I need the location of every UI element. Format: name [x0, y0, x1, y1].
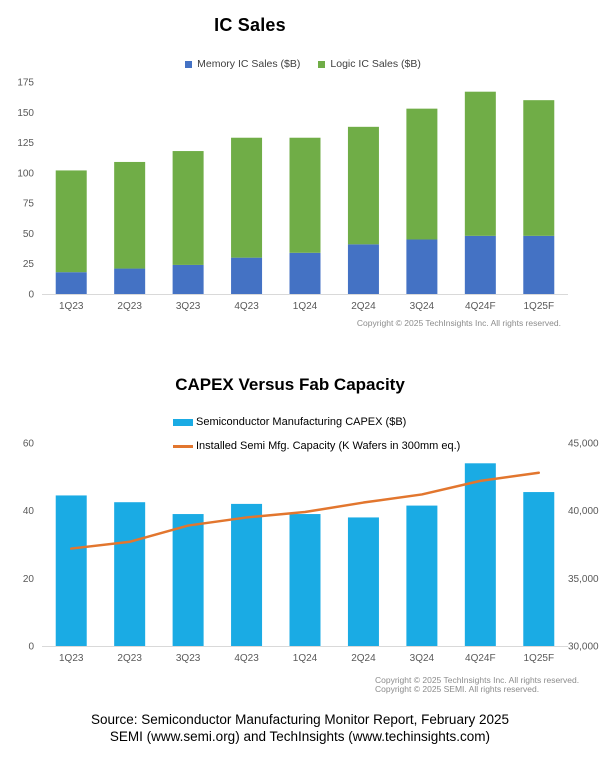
- capex-y-left-tick-label: 0: [28, 642, 34, 653]
- ic-sales-x-category-label: 3Q24: [410, 301, 435, 312]
- ic-sales-y-tick-label: 0: [28, 290, 34, 301]
- capex-y-left-tick-label: 40: [23, 506, 35, 517]
- memory-bar-segment-1q24: [289, 252, 321, 294]
- ic-sales-copyright: Copyright © 2025 TechInsights Inc. All r…: [356, 318, 561, 328]
- legend-label-capex: Semiconductor Manufacturing CAPEX ($B): [196, 416, 407, 428]
- capex-y-right-tick-label: 35,000: [568, 574, 599, 585]
- ic-sales-y-tick-label: 125: [17, 138, 34, 149]
- source-line-2: SEMI (www.semi.org) and TechInsights (ww…: [109, 729, 491, 744]
- capex-copyright: Copyright © 2025 TechInsights Inc. All r…: [375, 676, 579, 693]
- capex-y-right-tick-label: 40,000: [568, 506, 599, 517]
- logic-bar-segment-1q24: [289, 137, 321, 253]
- legend-label-capacity: Installed Semi Mfg. Capacity (K Wafers i…: [196, 440, 461, 452]
- logic-bar-segment-2q23: [114, 161, 146, 269]
- capex-bar-1q25f: [523, 492, 555, 646]
- capex-copyright-line1: Copyright © 2025 TechInsights Inc. All r…: [375, 675, 580, 685]
- capacity-line: [69, 471, 541, 550]
- logic-bar-segment-4q24f: [464, 91, 496, 236]
- capex-bar-2q24: [347, 517, 379, 646]
- logic-bar-segment-1q23: [55, 170, 87, 273]
- capex-y-left-tick-label: 20: [23, 574, 35, 585]
- legend-item-memory: Memory IC Sales ($B): [185, 58, 300, 70]
- capex-bar-3q24: [406, 505, 438, 646]
- source-note: Source: Semiconductor Manufacturing Moni…: [0, 711, 600, 745]
- capex-x-category-label: 2Q24: [351, 653, 376, 664]
- memory-bar-segment-2q24: [347, 244, 379, 294]
- legend-swatch-capacity: [173, 444, 193, 448]
- memory-bar-segment-3q23: [172, 264, 204, 294]
- capex-bar-4q23: [231, 503, 263, 646]
- capex-bar-1q24: [289, 514, 321, 646]
- logic-bar-segment-4q23: [231, 137, 263, 258]
- memory-bar-segment-1q25f: [523, 235, 555, 294]
- capex-x-category-label: 3Q23: [176, 653, 201, 664]
- ic-sales-y-tick-label: 75: [23, 199, 35, 210]
- ic-sales-y-tick-label: 175: [17, 78, 34, 89]
- ic-sales-y-tick-label: 25: [23, 259, 35, 270]
- capex-x-category-label: 4Q23: [234, 653, 259, 664]
- capex-x-category-label: 4Q24F: [465, 653, 496, 664]
- ic-sales-x-category-label: 1Q23: [59, 301, 84, 312]
- capex-bar-3q23: [172, 514, 204, 646]
- memory-bar-segment-3q24: [406, 239, 438, 294]
- ic-sales-x-category-label: 1Q24: [293, 301, 318, 312]
- memory-bar-segment-4q23: [231, 257, 263, 294]
- ic-sales-y-tick-label: 50: [23, 229, 35, 240]
- capex-x-category-label: 1Q25F: [523, 653, 554, 664]
- capex-y-left-tick-label: 60: [23, 439, 35, 450]
- capex-copyright-line2: Copyright © 2025 SEMI. All rights reserv…: [375, 683, 540, 694]
- ic-sales-x-category-label: 4Q24F: [465, 301, 496, 312]
- ic-sales-legend: Memory IC Sales ($B) Logic IC Sales ($B): [0, 58, 600, 70]
- capex-legend: Semiconductor Manufacturing CAPEX ($B) In…: [173, 416, 460, 464]
- capex-y-right-tick-label: 45,000: [568, 439, 599, 450]
- capex-title: CAPEX Versus Fab Capacity: [175, 375, 405, 394]
- source-line-1: Source: Semiconductor Manufacturing Moni…: [91, 712, 509, 727]
- logic-bar-segment-2q24: [347, 126, 379, 245]
- capex-bar-4q24f: [464, 463, 496, 646]
- capex-x-category-label: 1Q23: [59, 653, 84, 664]
- legend-item-logic: Logic IC Sales ($B): [318, 58, 421, 70]
- ic-sales-y-tick-label: 150: [17, 108, 34, 119]
- logic-bar-segment-1q25f: [523, 100, 555, 236]
- ic-sales-title: IC Sales: [214, 15, 286, 35]
- ic-sales-x-category-label: 4Q23: [234, 301, 259, 312]
- ic-sales-x-category-label: 3Q23: [176, 301, 201, 312]
- memory-bar-segment-1q23: [55, 272, 87, 294]
- ic-sales-plot: 0 25 50 75 100 125 150 175 1Q23 2Q23 3Q23 4Q23 1Q24 2…: [17, 78, 568, 312]
- capex-y-right-tick-label: 30,000: [568, 642, 599, 653]
- legend-swatch-memory: [185, 60, 193, 68]
- capex-x-category-label: 1Q24: [293, 653, 318, 664]
- ic-sales-x-category-label: 2Q23: [117, 301, 142, 312]
- capex-x-category-label: 3Q24: [410, 653, 435, 664]
- logic-bar-segment-3q23: [172, 151, 204, 265]
- capex-bar-2q23: [114, 502, 146, 646]
- legend-label-logic: Logic IC Sales ($B): [330, 58, 421, 70]
- capex-x-category-label: 2Q23: [117, 653, 142, 664]
- legend-swatch-logic: [318, 60, 326, 68]
- legend-item-capex: Semiconductor Manufacturing CAPEX ($B): [173, 416, 460, 428]
- memory-bar-segment-2q23: [114, 268, 146, 294]
- legend-label-memory: Memory IC Sales ($B): [197, 58, 301, 70]
- legend-item-capacity: Installed Semi Mfg. Capacity (K Wafers i…: [173, 440, 460, 452]
- capex-plot: 0 20 40 60 30,000 35,000 40,000 45,000 1Q23 2Q23 3…: [23, 439, 599, 665]
- ic-sales-y-tick-label: 100: [17, 168, 34, 179]
- legend-swatch-capex: [173, 418, 193, 426]
- logic-bar-segment-3q24: [406, 108, 438, 240]
- memory-bar-segment-4q24f: [464, 235, 496, 294]
- ic-sales-x-category-label: 2Q24: [351, 301, 376, 312]
- capex-bar-1q23: [55, 495, 87, 646]
- ic-sales-x-category-label: 1Q25F: [523, 301, 554, 312]
